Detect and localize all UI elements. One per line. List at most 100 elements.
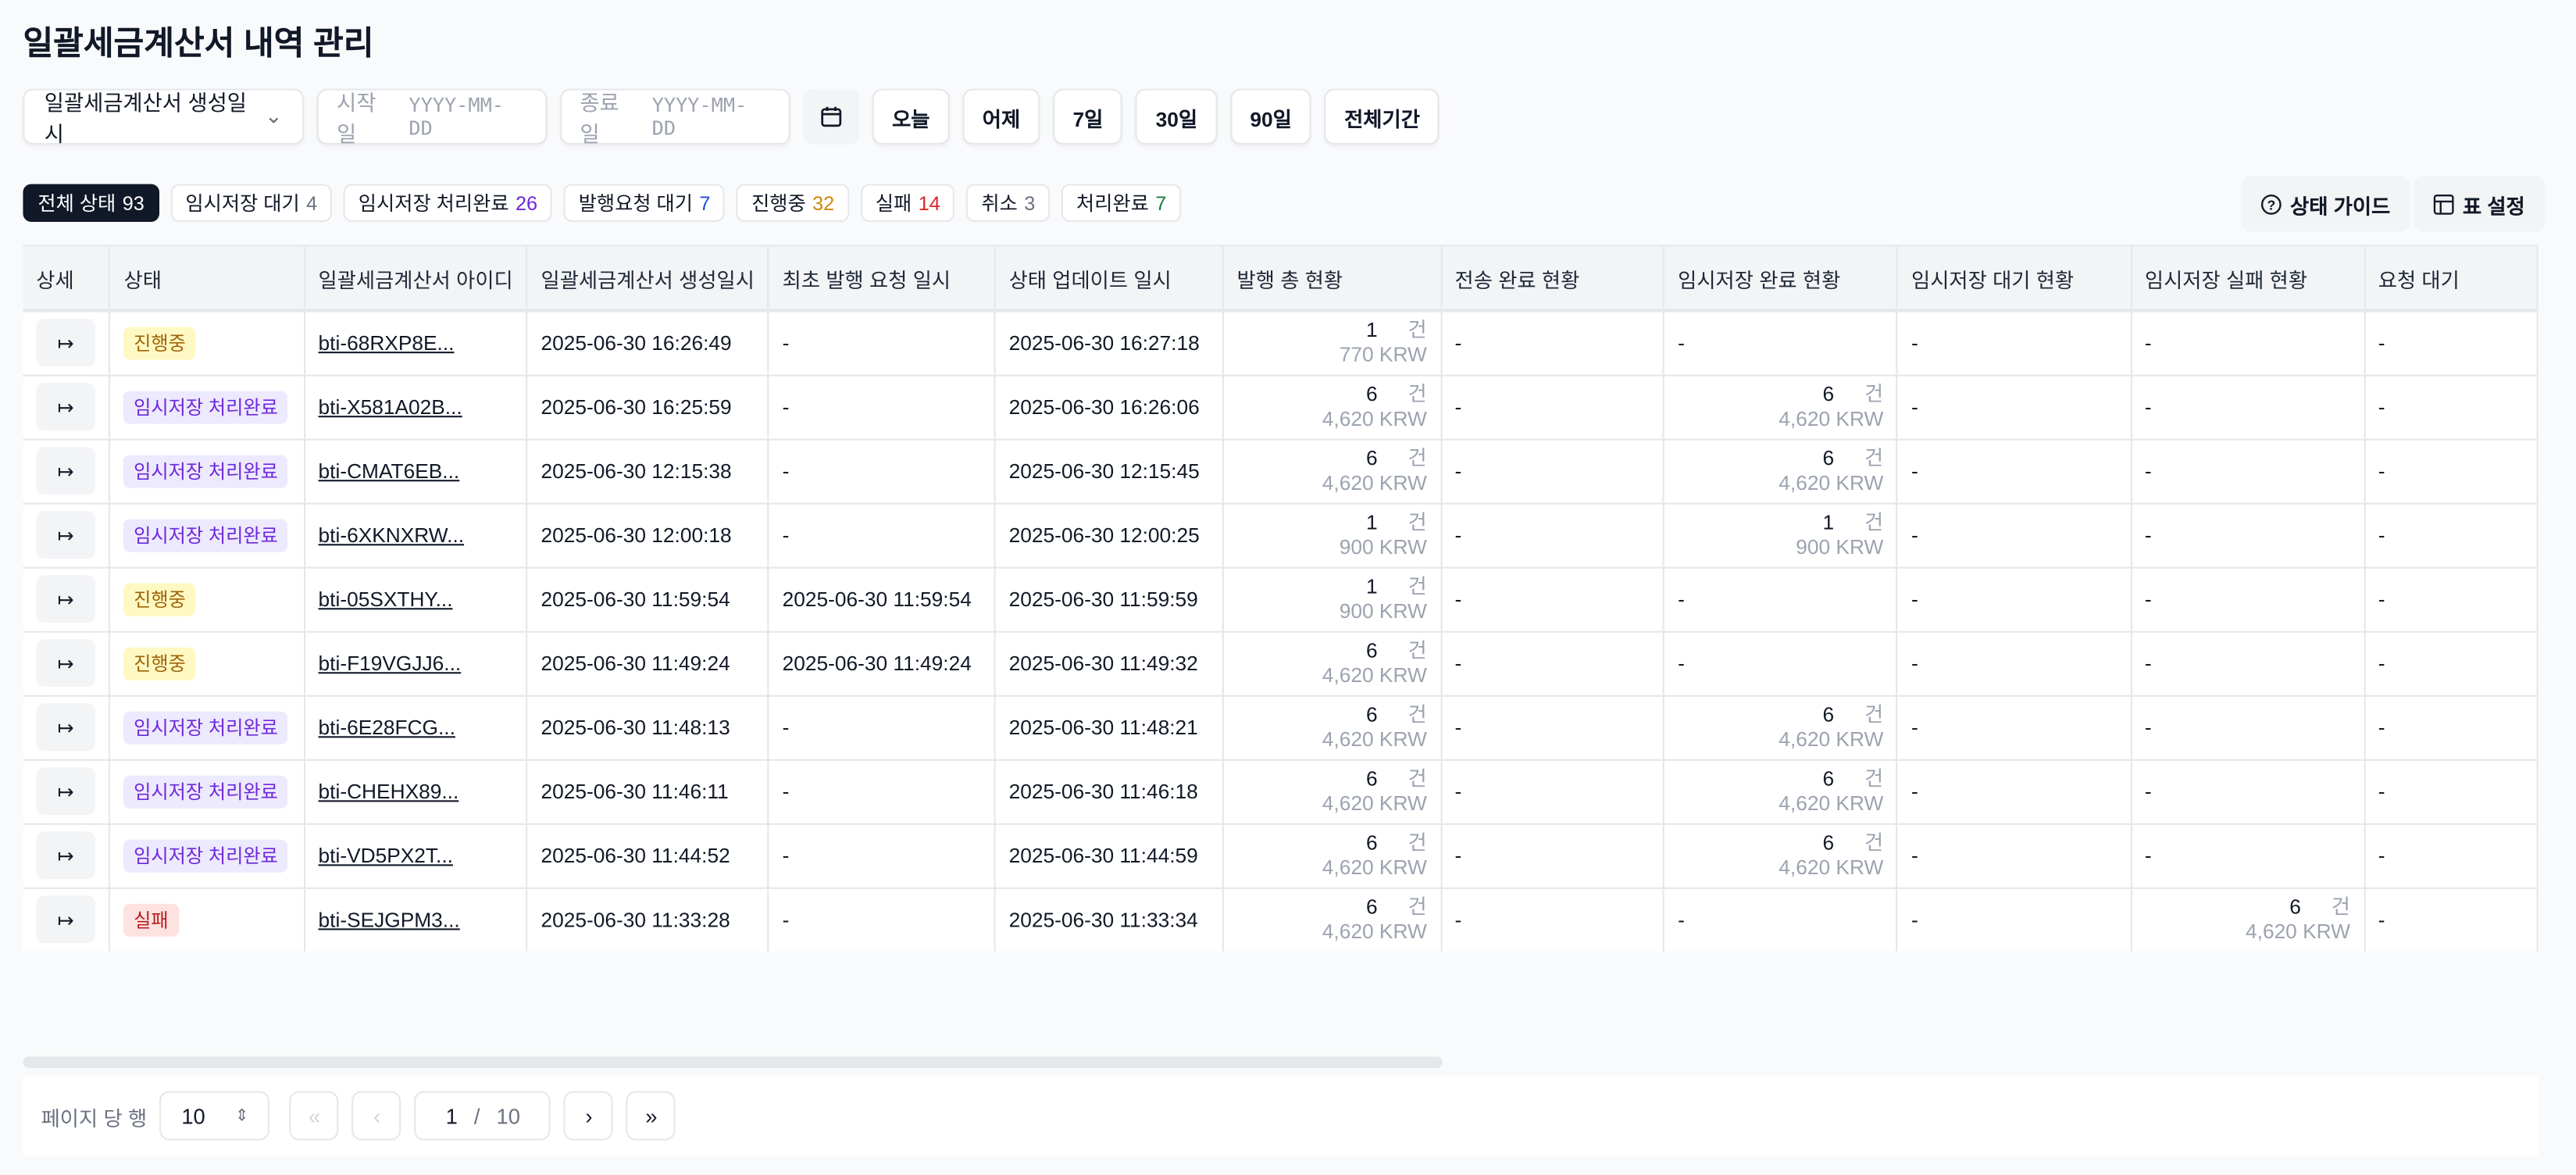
- status-chip[interactable]: 임시저장 대기 4: [170, 184, 333, 222]
- detail-button[interactable]: ↦: [36, 639, 95, 688]
- horizontal-scrollbar[interactable]: [23, 1056, 1443, 1069]
- temp-fail-cell: -: [2131, 695, 2365, 760]
- request-wait-cell: -: [2364, 374, 2539, 440]
- quick-30d-button[interactable]: 30일: [1136, 88, 1218, 145]
- total-cell: 6 건 4,620 KRW: [1222, 759, 1442, 824]
- temp-wait-cell: -: [1897, 502, 2132, 568]
- invoice-id-link[interactable]: bti-6XKNXRW...: [318, 523, 465, 547]
- status-chip[interactable]: 전체 상태 93: [23, 184, 159, 222]
- detail-button[interactable]: ↦: [36, 575, 95, 623]
- status-chip[interactable]: 진행중 32: [737, 184, 850, 222]
- status-guide-button[interactable]: ? 상태 가이드: [2240, 176, 2410, 232]
- invoice-id-link[interactable]: bti-SEJGPM3...: [318, 908, 460, 931]
- status-chip[interactable]: 발행요청 대기 7: [563, 184, 726, 222]
- column-header[interactable]: 임시저장 실패 현황: [2131, 246, 2365, 312]
- column-header[interactable]: 상태 업데이트 일시: [994, 246, 1224, 312]
- status-chip-label: 전체 상태: [37, 192, 116, 216]
- detail-button[interactable]: ↦: [36, 319, 95, 367]
- table-row[interactable]: ↦ 진행중 bti-68RXP8E... 2025-06-30 16:26:49…: [23, 310, 2539, 376]
- table-row[interactable]: ↦ 진행중 bti-05SXTHY... 2025-06-30 11:59:54…: [23, 566, 2539, 632]
- detail-button[interactable]: ↦: [36, 767, 95, 816]
- detail-button[interactable]: ↦: [36, 895, 95, 944]
- rows-per-page-value: 10: [181, 1103, 205, 1128]
- end-date-input[interactable]: 종료일 YYYY-MM-DD: [560, 88, 790, 146]
- temp-done-cell: 6 건 4,620 KRW: [1664, 695, 1899, 760]
- column-header[interactable]: 발행 총 현황: [1222, 246, 1442, 312]
- status-cell: 진행중: [109, 630, 305, 696]
- table-row[interactable]: ↦ 임시저장 처리완료 bti-CMAT6EB... 2025-06-30 12…: [23, 438, 2539, 504]
- table-row[interactable]: ↦ 임시저장 처리완료 bti-6XKNXRW... 2025-06-30 12…: [23, 502, 2539, 568]
- table-row[interactable]: ↦ 진행중 bti-F19VGJJ6... 2025-06-30 11:49:2…: [23, 630, 2539, 696]
- invoice-id-link[interactable]: bti-X581A02B...: [318, 395, 462, 419]
- invoice-id-link[interactable]: bti-6E28FCG...: [318, 715, 455, 739]
- invoice-id-link[interactable]: bti-VD5PX2T...: [318, 844, 453, 867]
- detail-button[interactable]: ↦: [36, 703, 95, 752]
- table-settings-button[interactable]: 표 설정: [2413, 176, 2545, 232]
- page-indicator[interactable]: 1 / 10: [414, 1091, 551, 1141]
- temp-wait-cell: -: [1897, 566, 2132, 632]
- detail-button[interactable]: ↦: [36, 383, 95, 431]
- date-field-select[interactable]: 일괄세금계산서 생성일시 ⌄: [23, 88, 305, 146]
- status-chip-label: 임시저장 처리완료: [358, 192, 509, 216]
- invoice-id-link[interactable]: bti-CMAT6EB...: [318, 459, 460, 483]
- request-wait-cell: -: [2364, 759, 2539, 824]
- quick-7d-button[interactable]: 7일: [1053, 88, 1123, 145]
- status-chip[interactable]: 임시저장 처리완료 26: [343, 184, 553, 222]
- quick-yesterday-button[interactable]: 어제: [962, 88, 1040, 145]
- count-unit: 건: [1864, 382, 1884, 405]
- detail-button[interactable]: ↦: [36, 831, 95, 880]
- column-header[interactable]: 일괄세금계산서 아이디: [304, 246, 528, 312]
- total-cell: 6 건 4,620 KRW: [1222, 823, 1442, 888]
- updated-cell: 2025-06-30 11:48:21: [994, 695, 1224, 760]
- detail-button[interactable]: ↦: [36, 511, 95, 559]
- column-header[interactable]: 최초 발행 요청 일시: [768, 246, 996, 312]
- updated-cell: 2025-06-30 11:33:34: [994, 887, 1224, 952]
- column-header[interactable]: 일괄세금계산서 생성일시: [526, 246, 769, 312]
- column-header[interactable]: 전송 완료 현황: [1440, 246, 1665, 312]
- sent-cell: -: [1440, 887, 1665, 952]
- amount-value: 770: [1339, 343, 1374, 366]
- amount-value: 4,620: [1779, 470, 1831, 495]
- total-cell: 6 건 4,620 KRW: [1222, 695, 1442, 760]
- rows-per-page-select[interactable]: 10 ⇕: [159, 1091, 270, 1141]
- invoice-id-link[interactable]: bti-05SXTHY...: [318, 587, 453, 611]
- status-chip[interactable]: 취소 3: [966, 184, 1051, 222]
- column-header[interactable]: 요청 대기: [2364, 246, 2539, 312]
- column-header[interactable]: 상태: [109, 246, 305, 312]
- column-header[interactable]: 상세: [23, 246, 111, 312]
- table-row[interactable]: ↦ 임시저장 처리완료 bti-X581A02B... 2025-06-30 1…: [23, 374, 2539, 440]
- invoice-id-link[interactable]: bti-F19VGJJ6...: [318, 651, 462, 675]
- next-page-button[interactable]: ›: [564, 1091, 614, 1141]
- end-date-label: 종료일: [580, 90, 619, 147]
- quick-all-button[interactable]: 전체기간: [1324, 88, 1440, 145]
- detail-button[interactable]: ↦: [36, 447, 95, 495]
- last-page-button[interactable]: »: [626, 1091, 676, 1141]
- quick-90d-button[interactable]: 90일: [1230, 88, 1312, 145]
- quick-today-button[interactable]: 오늘: [872, 88, 950, 145]
- total-cell: 6 건 4,620 KRW: [1222, 374, 1442, 440]
- id-cell: bti-6E28FCG...: [304, 695, 528, 760]
- status-badge: 임시저장 처리완료: [123, 454, 288, 488]
- count-value: 6: [1366, 895, 1378, 918]
- status-chip[interactable]: 실패 14: [860, 184, 955, 222]
- start-date-input[interactable]: 시작일 YYYY-MM-DD: [316, 88, 548, 146]
- status-cell: 임시저장 처리완료: [109, 374, 305, 440]
- table-row[interactable]: ↦ 임시저장 처리완료 bti-CHEHX89... 2025-06-30 11…: [23, 759, 2539, 824]
- table-row[interactable]: ↦ 임시저장 처리완료 bti-6E28FCG... 2025-06-30 11…: [23, 695, 2539, 760]
- amount-value: 4,620: [1322, 662, 1374, 687]
- prev-page-button[interactable]: ‹: [352, 1091, 402, 1141]
- status-chip[interactable]: 처리완료 7: [1061, 184, 1182, 222]
- column-header[interactable]: 임시저장 대기 현황: [1897, 246, 2132, 312]
- table-row[interactable]: ↦ 실패 bti-SEJGPM3... 2025-06-30 11:33:28 …: [23, 887, 2539, 952]
- arrow-right-to-bar-icon: ↦: [57, 459, 74, 483]
- status-chip-count: 4: [306, 191, 318, 215]
- detail-cell: ↦: [23, 566, 111, 632]
- column-header[interactable]: 임시저장 완료 현황: [1664, 246, 1899, 312]
- arrow-right-to-bar-icon: ↦: [57, 908, 74, 931]
- first-page-button[interactable]: «: [290, 1091, 340, 1141]
- invoice-id-link[interactable]: bti-68RXP8E...: [318, 331, 455, 355]
- invoice-id-link[interactable]: bti-CHEHX89...: [318, 780, 459, 803]
- table-row[interactable]: ↦ 임시저장 처리완료 bti-VD5PX2T... 2025-06-30 11…: [23, 823, 2539, 888]
- count-value: 1: [1366, 318, 1378, 341]
- calendar-button[interactable]: [803, 88, 860, 145]
